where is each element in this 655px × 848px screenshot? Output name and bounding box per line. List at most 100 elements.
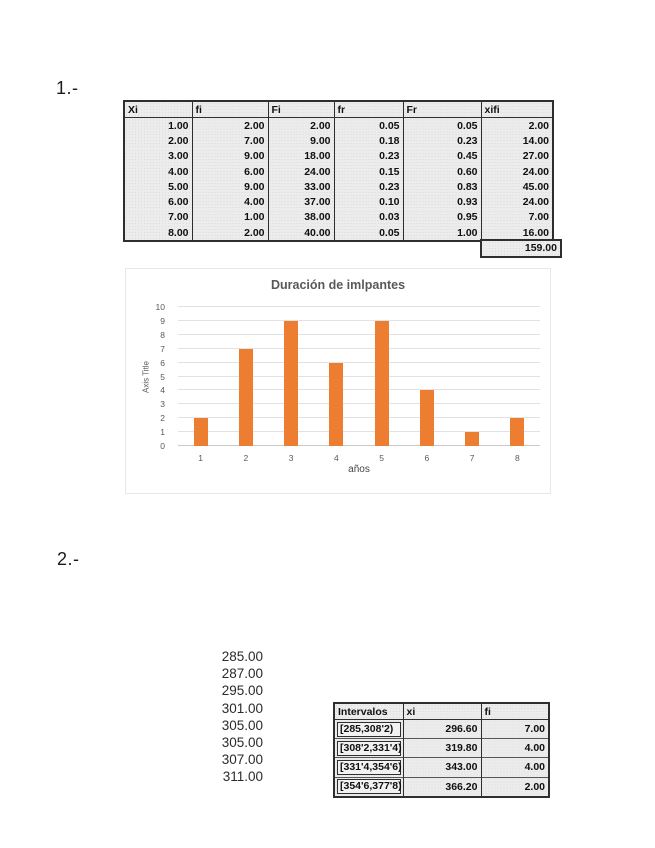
cell: 0.15: [333, 163, 404, 180]
frequency-table: Xi fi Fi fr Fr xifi 1.00 2.00 2.00 0.05 0.05 2.00 2…: [123, 100, 554, 243]
bar: [284, 320, 299, 446]
column-header: Xi: [123, 101, 193, 118]
column-header: fi: [480, 703, 550, 720]
gridline: [178, 306, 540, 307]
x-tick-label: 3: [288, 453, 294, 463]
cell: 5.00: [123, 179, 193, 195]
bar-slot: [178, 307, 223, 446]
y-tick-label: 0: [160, 441, 165, 451]
y-tick-label: 1: [160, 427, 165, 438]
cell: 0.83: [402, 179, 482, 195]
gridline: [178, 347, 540, 349]
y-tick-label: 7: [160, 343, 165, 354]
x-axis-title: años: [348, 464, 370, 475]
list-item: 287.00: [221, 666, 263, 682]
cell: [331'4,354'6): [333, 757, 404, 778]
cell: 18.00: [267, 148, 335, 164]
xifi-total-cell: 159.00: [480, 239, 562, 258]
cell: 1.00: [123, 117, 193, 134]
x-tick-label: 5: [379, 453, 384, 463]
list-item: 295.00: [221, 683, 263, 699]
cell: 9.00: [191, 148, 269, 164]
list-item: 285.00: [221, 649, 263, 664]
plot-area: [178, 306, 540, 446]
table-row: 4.00 6.00 24.00 0.15 0.60 24.00: [123, 163, 554, 180]
cell: 4.00: [480, 738, 550, 758]
gridline: [178, 417, 540, 419]
cell: 0.05: [402, 117, 482, 134]
cell: 2.00: [191, 225, 269, 242]
bar-slot: [269, 307, 314, 446]
cell: [308'2,331'4): [333, 738, 404, 758]
cell: 2.00: [480, 117, 554, 134]
cell: [285,308'2): [333, 719, 404, 739]
cell: 343.00: [402, 757, 482, 778]
cell: 4.00: [480, 757, 550, 778]
table-row: 3.00 9.00 18.00 0.23 0.45 27.00: [123, 148, 554, 164]
bar: [374, 320, 389, 446]
cell: 27.00: [480, 148, 554, 164]
cell: 319.80: [402, 738, 482, 758]
bar: [465, 432, 480, 446]
bar-slot: [314, 307, 359, 446]
cell: 366.20: [402, 776, 482, 797]
cell: 16.00: [480, 225, 554, 242]
cell: 0.03: [333, 209, 404, 226]
cell: 24.00: [480, 194, 554, 210]
cell: 40.00: [267, 225, 335, 242]
cell: 0.18: [333, 133, 404, 149]
cell: [354'6,377'8): [333, 776, 404, 797]
table-row: 7.00 1.00 38.00 0.03 0.95 7.00: [123, 209, 554, 226]
x-tick-label: 1: [198, 453, 203, 463]
cell: 9.00: [267, 133, 335, 149]
interval-label: [354'6,377'8): [337, 779, 402, 795]
cell: 2.00: [480, 776, 550, 797]
cell: 1.00: [402, 225, 482, 242]
column-header: Intervalos: [333, 703, 404, 720]
chart-title: Duración de imlpantes: [270, 278, 406, 292]
x-tick-label: 2: [243, 453, 249, 463]
bar-slot: [404, 307, 449, 446]
table-row: 1.00 2.00 2.00 0.05 0.05 2.00: [123, 117, 554, 134]
y-tick-label: 9: [160, 315, 165, 326]
gridline: [178, 333, 540, 335]
cell: 2.00: [191, 117, 269, 134]
gridline: [178, 375, 540, 377]
x-tick-label: 4: [334, 453, 339, 463]
x-tick-label: 6: [424, 453, 430, 463]
table-row: 5.00 9.00 33.00 0.23 0.83 45.00: [123, 179, 554, 195]
section-1-label: 1.-: [56, 78, 79, 98]
cell: 4.00: [123, 163, 193, 180]
cell: 7.00: [123, 209, 193, 226]
table-row: 2.00 7.00 9.00 0.18 0.23 14.00: [123, 133, 554, 149]
gridline: [178, 319, 540, 321]
table-row: 6.00 4.00 37.00 0.10 0.93 24.00: [123, 194, 554, 210]
bar: [329, 362, 344, 446]
y-tick-label: 5: [160, 371, 165, 382]
column-header: fi: [191, 101, 269, 118]
y-tick-label: 10: [155, 302, 165, 312]
interval-label: [308'2,331'4): [337, 740, 402, 756]
y-tick-label: 2: [160, 413, 165, 424]
gridline: [178, 431, 540, 433]
interval-label: [285,308'2): [337, 721, 401, 737]
cell: 0.60: [402, 163, 482, 180]
bar: [419, 390, 434, 446]
table-row: [308'2,331'4) 319.80 4.00: [333, 738, 550, 758]
gridline: [178, 389, 540, 391]
cell: 8.00: [123, 225, 193, 242]
cell: 0.10: [333, 194, 404, 210]
cell: 0.05: [333, 225, 404, 242]
cell: 9.00: [191, 179, 269, 195]
column-header: Fi: [267, 101, 335, 118]
cell: 14.00: [480, 133, 554, 149]
column-header: xifi: [480, 101, 554, 118]
y-tick-label: 6: [160, 357, 165, 368]
bar-series: [178, 307, 540, 446]
gridline: [178, 403, 540, 405]
cell: 3.00: [123, 148, 193, 164]
bar: [510, 418, 525, 446]
x-axis-line: [178, 445, 540, 446]
section-2-label: 2.-: [57, 549, 80, 569]
cell: 0.45: [402, 148, 482, 164]
